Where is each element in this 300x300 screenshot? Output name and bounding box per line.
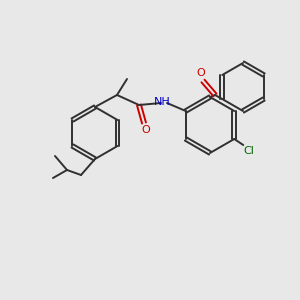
Text: Cl: Cl (244, 146, 255, 156)
Text: O: O (196, 68, 206, 78)
Text: O: O (142, 125, 150, 135)
Text: NH: NH (154, 97, 170, 107)
